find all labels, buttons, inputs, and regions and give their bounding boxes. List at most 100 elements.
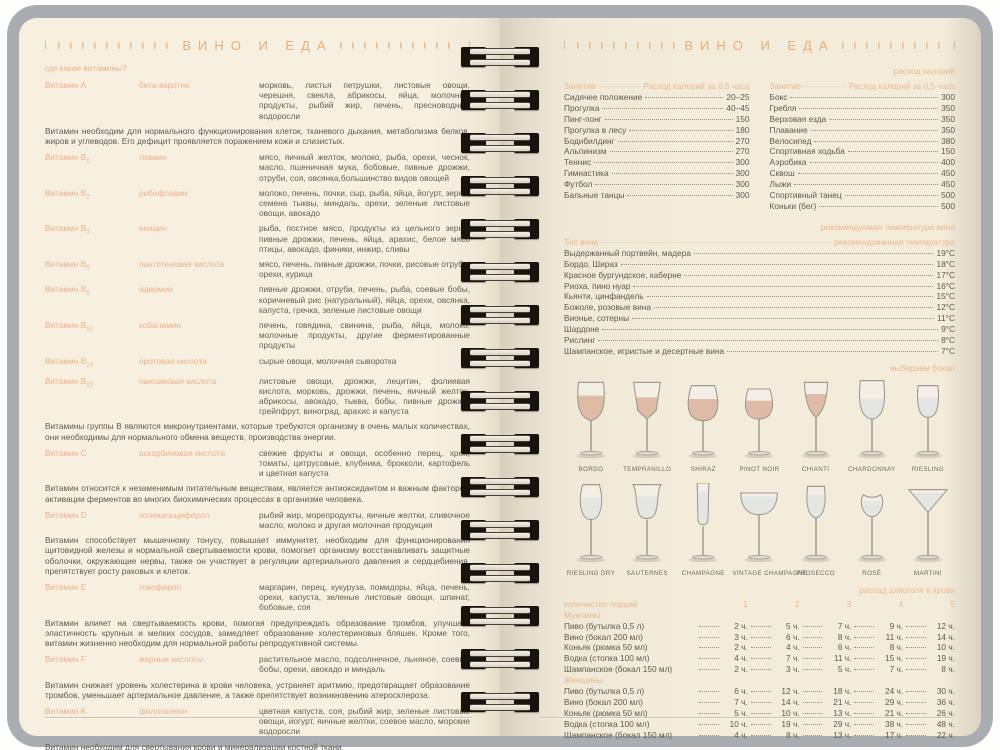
binding-wire: [470, 274, 530, 281]
dot-leader: [699, 647, 719, 649]
calorie-row: Бокс 300: [770, 92, 956, 103]
corner-ornament: [45, 41, 51, 49]
vitamin-name: Витамин B6: [45, 284, 90, 298]
vitamin-description: Витамин относится к незаменимым питатель…: [45, 483, 470, 504]
binding-wire: [470, 177, 530, 184]
row-value: 11°C: [937, 313, 955, 324]
dot-leader: [809, 162, 939, 164]
binding-wire: [470, 661, 530, 668]
binding-wire: [470, 134, 530, 141]
dot-leader: [804, 86, 846, 87]
row-value: 270: [735, 135, 750, 146]
alcohol-row: Шампанское (бокал 150 мл) 4 ч. 8 ч. 13 ч. 17…: [564, 730, 955, 741]
dot-leader: [750, 636, 771, 638]
dot-leader: [797, 173, 939, 175]
spiral-ring: [461, 648, 539, 670]
vitamin-row: Витамин B2 рибофлавин молоко, печень, почк…: [45, 188, 470, 219]
temperature-row: Шампанское, игристые и десертные вина 7°C: [564, 346, 955, 357]
row-value: 150: [735, 113, 750, 124]
vitamin-food-sources: печень, говядина, свинина, рыба, яйца, м…: [259, 320, 470, 351]
vitamin-food-sources: листовые овощи, дрожжи, лецитин, фолиева…: [259, 375, 470, 417]
alcohol-row: Вино (бокал 200 мл) 3 ч. 6 ч. 8 ч. 11 ч. 14 ч…: [564, 632, 955, 643]
alcohol-row: Водка (стопка 100 мл) 10 ч. 19 ч. 29 ч. 38 ч…: [564, 719, 955, 730]
vitamin-chemical-name: тиамин: [139, 152, 167, 163]
hours-value: 13 ч.: [833, 707, 852, 718]
row-label: Пинг-понг: [564, 113, 602, 124]
dot-leader: [750, 658, 771, 660]
calorie-row: Футбол 300: [564, 179, 750, 190]
dot-leader: [802, 702, 823, 703]
wine-glass: RIESLING: [901, 379, 955, 473]
corner-ornament: [564, 41, 570, 49]
spiral-ring: [461, 304, 539, 326]
row-label: Шардоне: [564, 324, 600, 335]
vitamin-food-sources: мясо, печень, пивные дрожжи, почки, рисо…: [259, 259, 470, 280]
temperature-row: Божоле, розовые вина 12°C: [564, 302, 955, 313]
dot-leader: [750, 691, 771, 693]
binding-wire: [470, 102, 530, 109]
hours-value: 7 ч.: [837, 620, 852, 631]
temperature-row: Красное бургундское, каберне 17°C: [564, 270, 955, 281]
wine-glass: RIESLING DRY: [564, 483, 618, 577]
wine-glass-label: CHIANTI: [801, 465, 830, 473]
portions-label: количество порций: [564, 598, 638, 609]
hours-value: 17 ч.: [885, 729, 904, 740]
dot-leader: [906, 723, 926, 725]
row-label: Плавание: [769, 124, 808, 135]
hours-value: 11 ч.: [885, 631, 904, 642]
vitamin-chemical-name: филлохинон: [139, 706, 188, 717]
calorie-row: Прогулка в лесу 180: [564, 125, 750, 136]
wine-glass-label: CHAMPAGNE: [681, 569, 725, 577]
dot-leader: [906, 625, 926, 627]
hours-value: 21 ч.: [885, 707, 904, 718]
row-label: Аэробика: [769, 157, 807, 168]
vitamin-chemical-name: аскорбиновая кислота: [139, 447, 226, 458]
dot-leader: [693, 252, 934, 254]
vitamin-row: Витамин B3 ниацин рыба, постное мясо, прод…: [45, 223, 470, 254]
wine-glass-label: SAUTERNES: [626, 569, 668, 577]
alcohol-row: Коньяк (рюмка 50 мл) 2 ч. 4 ч. 6 ч. 8 ч. 10 ч…: [564, 642, 955, 653]
portions-header-row: количество порций 1 2 3 4 5: [564, 599, 955, 610]
vitamin-description: Витамины группы B являются микронутриент…: [45, 421, 470, 442]
row-value: 450: [941, 179, 955, 190]
dot-leader: [602, 107, 724, 109]
wine-glass-illustration: [913, 385, 943, 459]
hours-value: 6 ч.: [734, 686, 748, 697]
binding-wire: [470, 403, 530, 410]
hours-value: 14 ч.: [781, 697, 800, 707]
vitamin-row: Витамин C аскорбиновая кислота свежие фрук…: [45, 448, 470, 479]
dot-leader: [699, 712, 719, 714]
vitamin-chemical-name: оротовая кислота: [139, 355, 207, 366]
dot-leader: [854, 647, 875, 649]
row-value: 400: [941, 157, 955, 168]
hours-value: 36 ч.: [936, 697, 955, 707]
vitamin-name: Витамин B2: [45, 187, 90, 201]
dot-leader: [906, 658, 926, 660]
row-label: Выдержанный портвейн, мадера: [564, 247, 691, 258]
dot-leader: [854, 702, 875, 703]
row-value: 500: [941, 200, 955, 211]
temperature-row: Рислинг 8°C: [564, 335, 955, 346]
spiral-ring: [461, 218, 539, 240]
dot-leader: [794, 184, 939, 186]
dot-leader: [799, 107, 939, 109]
calorie-row: Верховая езда 350: [770, 114, 956, 125]
drink-label: Водка (стопка 100 мл): [564, 653, 650, 664]
vitamin-name: Витамин C: [45, 447, 87, 458]
page-title: ВИНО И ЕДА: [182, 37, 333, 53]
hours-value: 2 ч.: [734, 642, 748, 653]
calorie-rows-left: Сидячее положение 20–25 Прогулка 40–45 Пинг-…: [564, 92, 750, 201]
dot-leader: [699, 636, 719, 638]
dot-leader: [595, 184, 733, 186]
portions-col-number: 4: [898, 598, 904, 609]
vitamin-chemical-name: пантотеновая кислота: [139, 259, 225, 270]
wine-glass-label: PINOT NOIR: [739, 465, 780, 473]
alcohol-table: количество порций 1 2 3 4 5 Мужчины Пиво (бутыл…: [564, 599, 955, 741]
hours-value: 4 ч.: [786, 642, 800, 653]
tick-ornament: [58, 41, 176, 49]
wine-glass-label: BORDO: [578, 465, 604, 473]
wine-glass-illustration: [632, 381, 662, 459]
binding-wire: [470, 489, 530, 496]
hours-value: 2 ч.: [734, 620, 748, 631]
row-label: Велосипед: [769, 135, 812, 146]
